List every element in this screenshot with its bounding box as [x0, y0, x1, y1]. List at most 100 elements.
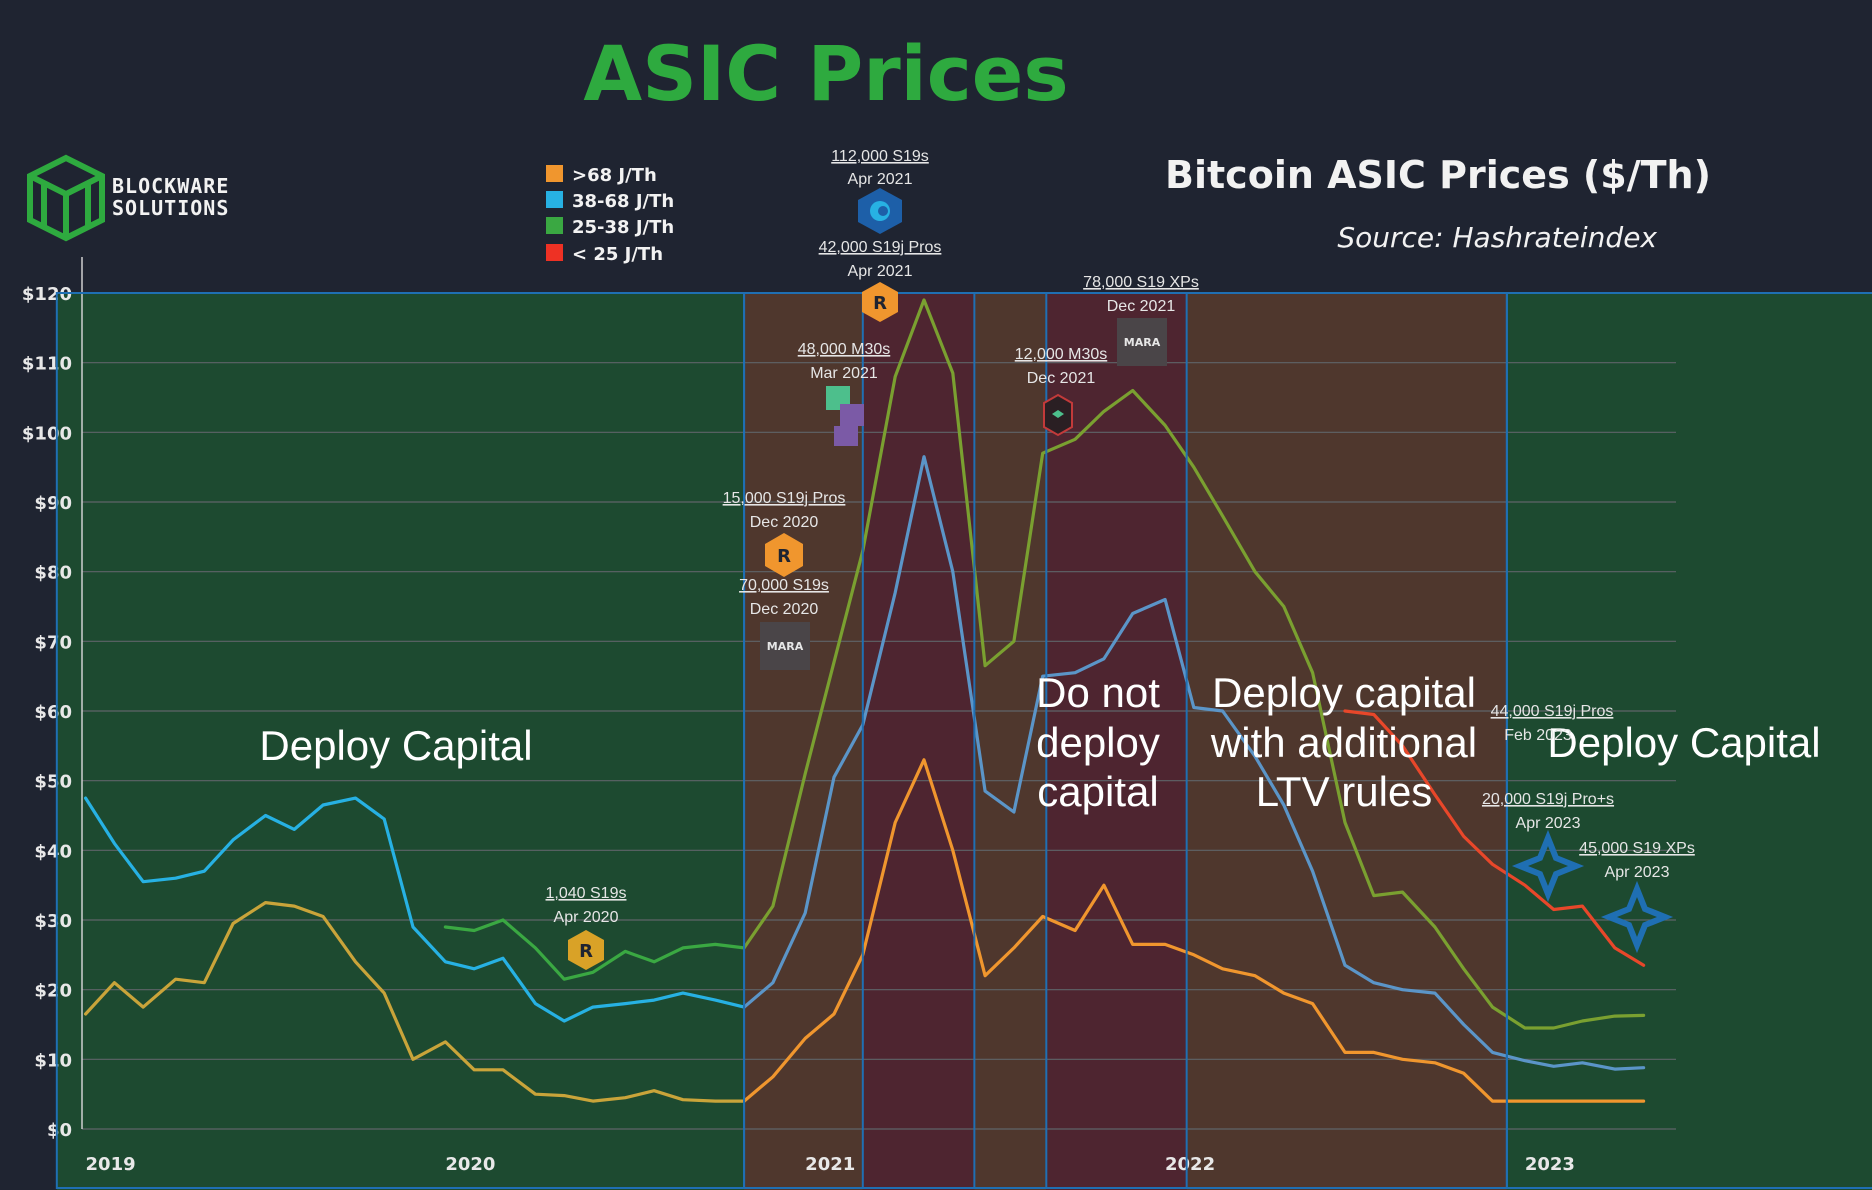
y-tick-label: $60 [34, 702, 72, 723]
region-label: with additional [1210, 719, 1477, 766]
logo-cube-icon [27, 154, 105, 242]
y-tick-label: $100 [22, 423, 72, 444]
series-line [742, 298, 1646, 1030]
region-band [1186, 293, 1507, 1190]
y-tick-label: $10 [34, 1050, 72, 1071]
annotation-title: 42,000 S19j Pros [819, 239, 942, 256]
svg-text:MARA: MARA [1124, 336, 1161, 349]
star-logo-icon [1600, 880, 1674, 954]
svg-text:MARA: MARA [767, 640, 804, 653]
region-label: deploy [1036, 719, 1160, 766]
series-line [443, 918, 746, 981]
x-tick-label: 2021 [805, 1154, 855, 1175]
region-label: Deploy Capital [1547, 719, 1820, 766]
region-frame [743, 292, 976, 1189]
star-logo-icon [1511, 829, 1585, 903]
annotation-date: Dec 2021 [1027, 370, 1096, 387]
legend-swatch [546, 191, 563, 208]
legend-label: 38-68 J/Th [572, 191, 674, 212]
y-tick-label: $80 [34, 563, 72, 584]
svg-text:R: R [777, 546, 791, 567]
annotation-date: Apr 2023 [1516, 815, 1581, 832]
annotation-date: Dec 2021 [1107, 298, 1176, 315]
series-line [742, 758, 1646, 1103]
blockware-logo: BLOCKWARE SOLUTIONS [27, 154, 229, 242]
annotation-date: Apr 2023 [1605, 864, 1670, 881]
region-frame [861, 292, 1188, 1189]
annotation-date: Apr 2021 [848, 263, 913, 280]
axis-labels: $0 $10 $20 $30 $40 $50 $60 $70 $80 $90 $100 $110 $12… [22, 284, 1575, 1175]
source-note: Source: Hashrateindex [1337, 221, 1657, 254]
x-tick-label: 2022 [1165, 1154, 1215, 1175]
riot-logo-icon: R [862, 282, 898, 322]
svg-text:R: R [579, 941, 593, 962]
legend-swatch [546, 217, 563, 234]
regions-layer [56, 293, 1872, 1190]
region-labels: Deploy Capital Do not deploy capital Dep… [259, 669, 1820, 815]
annotation-title: 45,000 S19 XPs [1579, 840, 1695, 857]
region-label: LTV rules [1256, 768, 1433, 815]
region-label: Deploy Capital [259, 722, 532, 769]
y-tick-label: $20 [34, 981, 72, 1002]
region-frames [55, 292, 1872, 1189]
y-tick-label: $30 [34, 911, 72, 932]
y-tick-label: $50 [34, 772, 72, 793]
y-tick-label: $90 [34, 493, 72, 514]
svg-text:R: R [873, 293, 887, 314]
x-tick-label: 2020 [445, 1154, 495, 1175]
annotation-date: Mar 2021 [810, 365, 878, 382]
legend-swatch [546, 165, 563, 182]
region-label: Do not [1036, 669, 1160, 716]
annotation-title: 12,000 M30s [1015, 346, 1108, 363]
series-layer [84, 298, 1646, 1103]
x-tick-label: 2023 [1525, 1154, 1575, 1175]
region-band [1506, 293, 1872, 1190]
annotation-title: 44,000 S19j Pros [1491, 703, 1614, 720]
annotation-title: 20,000 S19j Pro+s [1482, 791, 1614, 808]
series-line [742, 455, 1646, 1071]
cubes-logo-icon [826, 386, 864, 446]
logo-line-1: BLOCKWARE [112, 174, 229, 198]
region-band [974, 293, 1047, 1190]
hex-logo-icon [1043, 393, 1073, 437]
legend-label: 25-38 J/Th [572, 217, 674, 238]
region-band [56, 293, 745, 1190]
chart-subtitle: Bitcoin ASIC Prices ($/Th) [1165, 153, 1711, 197]
mara-logo-icon: MARA [1117, 318, 1167, 366]
y-tick-label: $40 [34, 841, 72, 862]
annotation-date: Apr 2020 [554, 909, 619, 926]
annotation-date: Dec 2020 [750, 601, 819, 618]
annotation-date: Apr 2021 [848, 171, 913, 188]
page-title: ASIC Prices [583, 29, 1068, 118]
annotations: 1,040 S19s Apr 2020 R 15,000 S19j Pros D… [546, 148, 1695, 970]
logo-line-2: SOLUTIONS [112, 196, 229, 220]
core-scientific-logo-icon [858, 188, 902, 234]
annotation-title: 15,000 S19j Pros [723, 490, 846, 507]
series-line [1343, 709, 1646, 967]
riot-logo-icon: R [765, 533, 803, 577]
annotation-date: Feb 2023 [1504, 727, 1572, 744]
annotation-title: 78,000 S19 XPs [1083, 274, 1199, 291]
legend-swatch [546, 244, 563, 261]
region-frame [1505, 292, 1872, 1189]
annotation-title: 1,040 S19s [546, 885, 627, 902]
annotation-date: Dec 2020 [750, 514, 819, 531]
y-tick-label: $110 [22, 354, 72, 375]
series-line [84, 901, 746, 1103]
y-tick-label: $0 [47, 1120, 72, 1141]
y-tick-label: $120 [22, 284, 72, 305]
annotation-title: 112,000 S19s [831, 148, 929, 165]
region-label: capital [1037, 768, 1158, 815]
region-label: Deploy capital [1212, 669, 1476, 716]
legend-label: < 25 J/Th [572, 244, 663, 265]
mara-logo-icon: MARA [760, 622, 810, 670]
riot-logo-icon: R [568, 930, 604, 970]
x-tick-label: 2019 [86, 1154, 136, 1175]
annotation-title: 48,000 M30s [798, 341, 891, 358]
legend-label: >68 J/Th [572, 165, 657, 186]
series-line [84, 796, 746, 1023]
annotation-title: 70,000 S19s [739, 577, 829, 594]
legend: >68 J/Th 38-68 J/Th 25-38 J/Th < 25 J/Th [546, 165, 674, 265]
y-tick-label: $70 [34, 632, 72, 653]
